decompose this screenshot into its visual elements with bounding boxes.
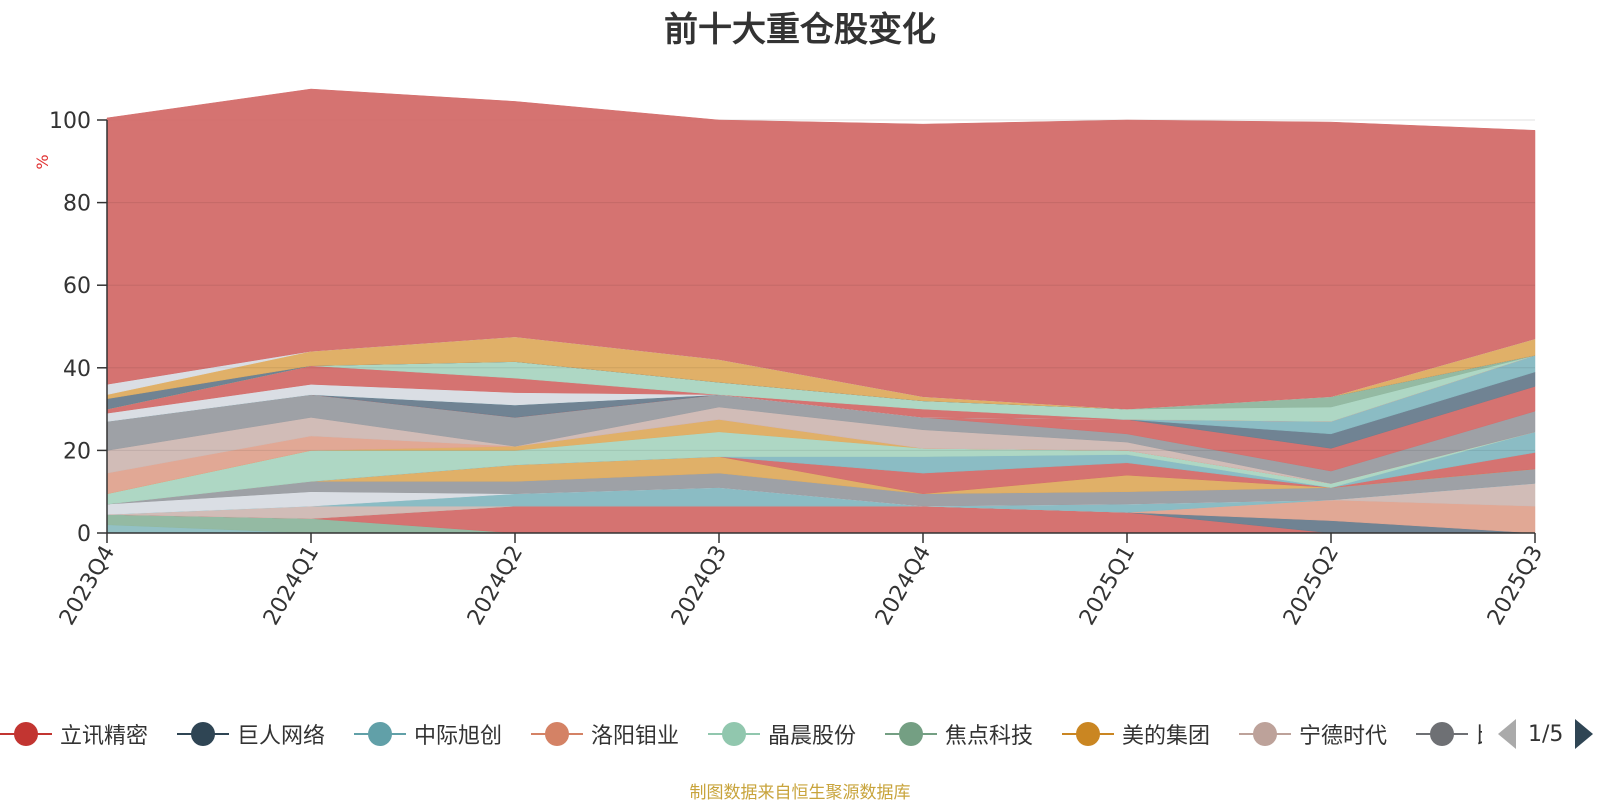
legend-pager: 1/5 xyxy=(1498,716,1594,752)
legend-label: 立讯精密 xyxy=(60,724,149,749)
legend-item[interactable]: 宁德时代 xyxy=(1239,716,1387,752)
area-series-group xyxy=(106,88,1536,534)
legend-label: 比亚迪 xyxy=(1476,718,1482,750)
x-tick-label: 2024Q1 xyxy=(259,542,324,630)
y-tick-label: 80 xyxy=(63,192,91,217)
x-tick-label: 2024Q4 xyxy=(871,542,936,630)
legend-marker-icon xyxy=(531,716,583,752)
y-tick-label: 0 xyxy=(77,522,91,547)
legend-marker-icon xyxy=(1062,716,1114,752)
legend-next-icon[interactable] xyxy=(1575,719,1594,749)
source-note: 制图数据来自恒生聚源数据库 xyxy=(689,783,911,803)
legend-item[interactable]: 中际旭创 xyxy=(354,716,502,752)
x-tick-label: 2025Q1 xyxy=(1075,542,1140,630)
legend-item[interactable]: 立讯精密 xyxy=(0,716,148,752)
legend-label: 巨人网络 xyxy=(237,724,326,749)
legend-marker-icon xyxy=(708,716,760,752)
legend-label: 洛阳钼业 xyxy=(591,724,680,749)
legend-item[interactable]: 巨人网络 xyxy=(177,716,325,752)
x-tick-label: 2023Q4 xyxy=(55,542,120,630)
y-tick-label: 100 xyxy=(49,109,91,134)
legend-marker-icon xyxy=(354,716,406,752)
legend-label: 美的集团 xyxy=(1122,724,1211,749)
x-tick-label: 2025Q2 xyxy=(1279,542,1344,630)
legend-marker-icon xyxy=(885,716,937,752)
legend-label: 焦点科技 xyxy=(945,724,1034,749)
legend: 立讯精密 巨人网络 中际旭创 洛阳钼业 晶晨股份 焦点科技 美的集团 宁德时代 比亚迪 xyxy=(0,716,1482,752)
legend-item[interactable]: 洛阳钼业 xyxy=(531,716,679,752)
legend-label: 晶晨股份 xyxy=(768,724,857,749)
legend-item[interactable]: 焦点科技 xyxy=(885,716,1033,752)
x-axis-ticks: 2023Q4 2024Q1 2024Q2 2024Q3 2024Q4 2025Q1 2025… xyxy=(55,533,1548,630)
x-tick-label: 2024Q2 xyxy=(463,542,528,630)
axes xyxy=(106,120,1535,534)
y-tick-label: 20 xyxy=(63,439,91,464)
legend-marker-icon xyxy=(1416,716,1468,752)
legend-item[interactable]: 美的集团 xyxy=(1062,716,1210,752)
legend-label: 宁德时代 xyxy=(1299,724,1388,749)
legend-marker-icon xyxy=(0,716,52,752)
y-tick-label: 60 xyxy=(63,274,91,299)
chart-title: 前十大重仓股变化 xyxy=(664,10,936,50)
legend-prev-icon[interactable] xyxy=(1498,719,1516,749)
y-axis-label: % xyxy=(33,154,52,169)
legend-item[interactable]: 晶晨股份 xyxy=(708,716,856,752)
legend-marker-icon xyxy=(177,716,229,752)
x-tick-label: 2025Q3 xyxy=(1483,542,1548,630)
legend-marker-icon xyxy=(1239,716,1291,752)
y-tick-label: 40 xyxy=(63,357,91,382)
legend-item[interactable]: 比亚迪 xyxy=(1416,716,1482,752)
legend-label: 中际旭创 xyxy=(414,724,503,749)
y-axis-ticks: 0 20 40 60 80 100 xyxy=(49,109,107,547)
area-series-27[interactable] xyxy=(106,88,1536,410)
x-tick-label: 2024Q3 xyxy=(667,542,732,630)
legend-page-indicator: 1/5 xyxy=(1528,721,1564,747)
